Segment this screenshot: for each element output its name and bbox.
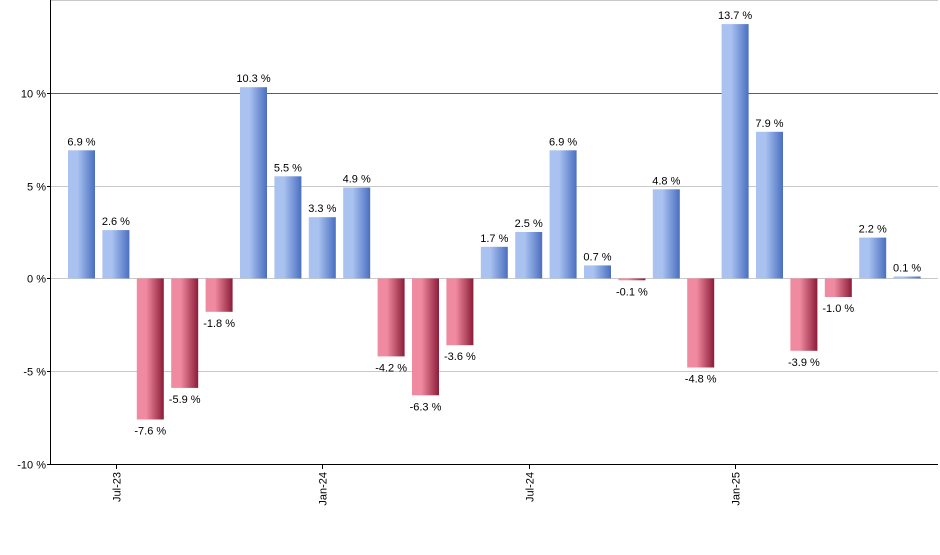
data-label: -6.3 %	[410, 401, 442, 413]
data-label: 5.5 %	[274, 162, 302, 174]
data-label: 2.5 %	[515, 218, 543, 230]
data-label: 0.1 %	[893, 263, 921, 275]
data-label: -5.9 %	[169, 394, 201, 406]
bar-layer	[68, 24, 921, 420]
bar	[893, 276, 921, 279]
bar	[652, 189, 680, 279]
bar	[412, 278, 439, 396]
bar	[68, 150, 95, 279]
bar	[171, 278, 199, 388]
bar	[687, 278, 715, 368]
data-label: 2.2 %	[859, 224, 887, 236]
bar	[446, 278, 474, 346]
bar	[377, 278, 405, 357]
bar	[240, 87, 267, 279]
y-tick-label: -10 %	[17, 460, 46, 472]
data-label: -3.6 %	[444, 351, 476, 363]
bar	[136, 278, 164, 420]
bar	[102, 230, 130, 279]
bar	[515, 232, 543, 279]
bar	[618, 278, 646, 281]
data-label: -1.0 %	[822, 303, 854, 315]
bar	[721, 24, 749, 279]
data-label: 7.9 %	[755, 118, 783, 130]
data-label: -3.9 %	[788, 357, 820, 369]
data-label: 1.7 %	[480, 233, 508, 245]
y-tick-label: 5 %	[27, 182, 46, 194]
data-label: -1.8 %	[203, 318, 235, 330]
x-tick-label: Jan-24	[318, 472, 330, 506]
axis-layer: 10 % 5 % 0 % -5 % -10 % Jul-23 Jan-24 Jul-24 Jan…	[17, 0, 938, 506]
y-tick-label: -5 %	[23, 367, 46, 379]
bar	[343, 187, 371, 279]
bar	[480, 246, 508, 279]
bar	[274, 176, 302, 279]
bar	[824, 278, 852, 297]
data-label: 4.9 %	[343, 174, 371, 186]
bar	[859, 237, 887, 279]
data-label: 0.7 %	[583, 251, 611, 263]
y-tick-label: 10 %	[21, 89, 46, 101]
x-tick-label: Jul-24	[525, 472, 537, 502]
data-label: 13.7 %	[718, 10, 752, 22]
bar	[308, 217, 336, 279]
bar	[756, 131, 783, 279]
data-label: -4.2 %	[375, 362, 407, 374]
x-tick-label: Jul-23	[112, 472, 124, 502]
data-label: 4.8 %	[652, 175, 680, 187]
data-label: 10.3 %	[236, 73, 270, 85]
data-label: 6.9 %	[67, 136, 95, 148]
bar	[205, 278, 233, 312]
bar	[549, 150, 577, 279]
data-label: -7.6 %	[134, 426, 166, 438]
data-label: 6.9 %	[549, 136, 577, 148]
bar	[584, 265, 611, 279]
label-layer: 6.9 % 2.6 % -7.6 % -5.9 % -1.8 % 10.3 % 5.5 % 3…	[67, 10, 921, 437]
x-tick-label: Jan-25	[731, 472, 743, 506]
data-label: 3.3 %	[308, 203, 336, 215]
data-label: -0.1 %	[616, 286, 648, 298]
data-label: 2.6 %	[102, 216, 130, 228]
bar	[790, 278, 818, 351]
y-tick-label: 0 %	[27, 274, 46, 286]
data-label: -4.8 %	[685, 374, 717, 386]
